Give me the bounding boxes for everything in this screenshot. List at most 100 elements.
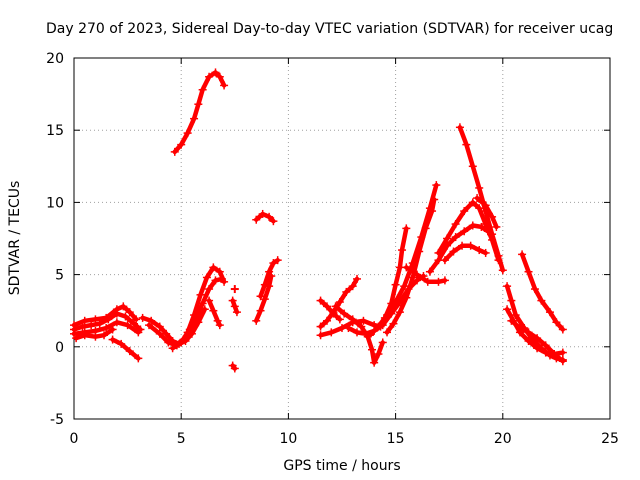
- data-point: [145, 321, 154, 330]
- data-layer: [70, 68, 567, 373]
- data-point: [220, 277, 229, 286]
- data-point: [475, 246, 484, 255]
- data-point: [95, 319, 104, 328]
- data-point: [340, 309, 349, 318]
- data-point: [344, 324, 353, 333]
- data-point: [228, 296, 237, 305]
- data-point: [316, 331, 325, 340]
- data-point: [533, 334, 542, 343]
- data-point: [108, 335, 117, 344]
- data-point: [389, 319, 398, 328]
- data-point: [380, 313, 389, 322]
- data-point: [252, 316, 261, 325]
- y-tick-label: 5: [55, 268, 64, 284]
- data-point: [87, 321, 96, 330]
- data-point: [432, 181, 441, 190]
- data-point: [232, 308, 241, 317]
- data-point: [230, 364, 239, 373]
- data-point: [378, 338, 387, 347]
- data-point: [211, 276, 220, 285]
- data-point: [117, 339, 126, 348]
- data-point: [215, 72, 224, 81]
- data-point: [541, 341, 550, 350]
- data-point: [468, 198, 477, 207]
- data-point: [70, 329, 78, 338]
- data-point: [260, 295, 269, 304]
- data-point: [215, 267, 224, 276]
- data-point: [100, 331, 109, 340]
- data-point: [368, 345, 377, 354]
- y-tick-label: 0: [55, 340, 64, 356]
- data-point: [374, 322, 383, 331]
- data-point: [91, 315, 100, 324]
- data-point: [327, 328, 336, 337]
- data-point: [196, 290, 205, 299]
- data-point: [269, 259, 278, 268]
- data-point: [387, 299, 396, 308]
- data-point: [423, 277, 432, 286]
- data-point: [413, 270, 422, 279]
- data-point: [537, 296, 546, 305]
- y-tick-label: 10: [46, 195, 64, 211]
- data-arc-arc-14: [253, 211, 276, 224]
- data-point: [348, 282, 357, 291]
- data-point: [121, 312, 130, 321]
- x-tick-label: 0: [70, 431, 79, 447]
- plot-frame: [73, 57, 611, 420]
- data-point: [252, 215, 261, 224]
- data-point: [357, 322, 366, 331]
- data-point: [164, 338, 173, 347]
- data-point: [449, 247, 458, 256]
- data-point: [383, 328, 392, 337]
- data-point: [209, 263, 218, 272]
- data-point: [458, 241, 467, 250]
- data-arc-arc-05: [110, 337, 141, 361]
- data-point: [80, 316, 89, 325]
- y-tick-label: 15: [46, 123, 64, 139]
- data-point: [177, 140, 186, 149]
- data-point: [477, 222, 486, 231]
- data-arc-arc-09: [206, 298, 223, 328]
- data-point: [507, 316, 516, 325]
- data-point: [112, 318, 121, 327]
- data-point: [170, 147, 179, 156]
- data-point: [215, 321, 224, 330]
- data-point: [72, 334, 81, 343]
- data-point: [205, 296, 214, 305]
- y-tick-label: 20: [46, 51, 64, 67]
- data-point: [260, 280, 269, 289]
- data-point: [220, 81, 229, 90]
- data-point: [488, 230, 497, 239]
- data-point: [353, 274, 362, 283]
- data-point: [498, 266, 507, 275]
- data-point: [316, 296, 325, 305]
- data-point: [550, 350, 559, 359]
- data-point: [202, 273, 211, 282]
- data-point: [434, 277, 443, 286]
- data-point: [322, 302, 331, 311]
- data-point: [370, 358, 379, 367]
- data-point: [353, 328, 362, 337]
- data-point: [455, 123, 464, 132]
- data-point: [177, 338, 186, 347]
- data-point: [402, 224, 411, 233]
- data-point: [112, 309, 121, 318]
- data-point: [335, 315, 344, 324]
- chart-title: Day 270 of 2023, Sidereal Day-to-day VTE…: [46, 21, 613, 37]
- data-point: [443, 241, 452, 250]
- data-arc-arc-30: [474, 195, 499, 230]
- data-point: [80, 331, 89, 340]
- data-point: [511, 311, 520, 320]
- data-point: [552, 318, 561, 327]
- data-point: [440, 256, 449, 265]
- x-tick-label: 20: [494, 431, 512, 447]
- data-point: [273, 256, 282, 265]
- data-point: [524, 328, 533, 337]
- data-point: [265, 212, 274, 221]
- data-point: [503, 305, 512, 314]
- x-tick-label: 5: [177, 431, 186, 447]
- x-tick-label: 15: [387, 431, 405, 447]
- data-point: [558, 357, 567, 366]
- data-point: [155, 322, 164, 331]
- data-point: [533, 344, 542, 353]
